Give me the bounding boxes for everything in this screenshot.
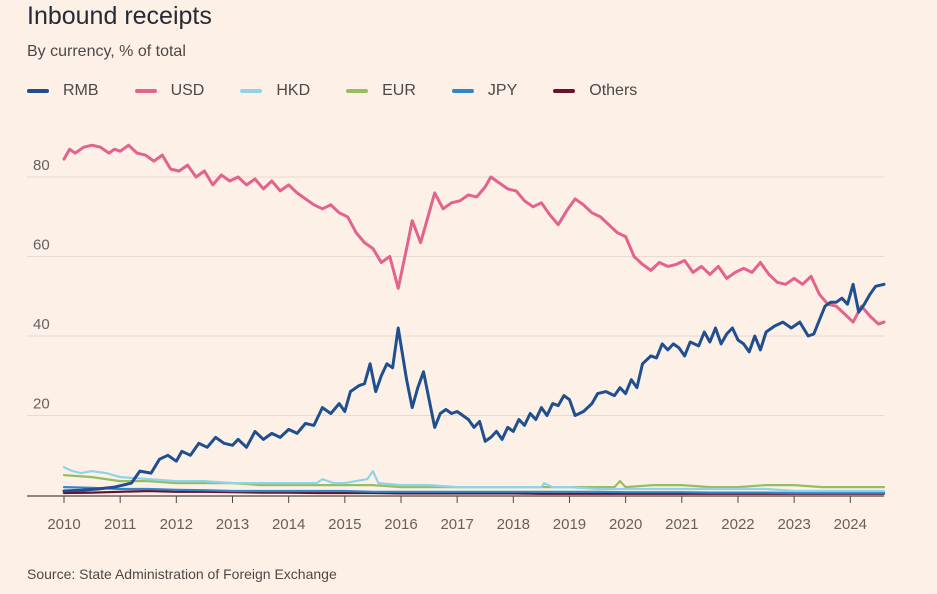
legend-swatch — [27, 89, 49, 93]
series-line-others — [62, 489, 886, 495]
legend-swatch — [553, 89, 576, 93]
legend-label: USD — [170, 82, 205, 99]
legend-label: Others — [589, 82, 638, 99]
x-tick-label: 2014 — [272, 516, 305, 533]
x-tick-label: 2013 — [216, 516, 249, 533]
legend-item-jpy: JPY — [451, 82, 518, 100]
x-tick-label: 2021 — [665, 516, 698, 533]
legend-item-others: Others — [553, 82, 637, 100]
legend-label: HKD — [276, 82, 311, 99]
x-tick-label: 2022 — [721, 516, 754, 533]
y-axis-labels: 20 40 60 80 — [33, 157, 50, 413]
chart-legend: RMB USD HKD EUR JPY Others — [27, 82, 673, 100]
series-line-hkd — [62, 466, 886, 493]
legend-label: RMB — [63, 82, 99, 99]
x-tick-label: 2010 — [47, 516, 80, 533]
legend-swatch — [240, 89, 263, 93]
x-tick-label: 2016 — [384, 516, 417, 533]
legend-label: EUR — [382, 82, 416, 99]
source-note: Source: State Administration of Foreign … — [27, 566, 337, 582]
y-tick-label: 20 — [33, 396, 50, 413]
gridlines — [27, 176, 884, 416]
series-line-usd — [62, 143, 886, 326]
chart-title: Inbound receipts — [27, 2, 212, 30]
x-tick-label: 2024 — [834, 516, 867, 533]
series-line-jpy — [62, 486, 886, 495]
x-tick-label: 2015 — [328, 516, 361, 533]
x-axis: 2010 2011 2012 2013 2014 2015 2016 2017 2018 2019… — [27, 495, 884, 533]
x-tick-label: 2019 — [553, 516, 586, 533]
y-tick-label: 60 — [33, 237, 50, 254]
legend-swatch — [346, 89, 369, 93]
legend-item-rmb: RMB — [27, 82, 99, 100]
y-tick-label: 40 — [33, 316, 50, 333]
x-tick-label: 2011 — [104, 516, 136, 533]
legend-item-eur: EUR — [346, 82, 416, 100]
series-lines — [62, 143, 886, 495]
x-tick-label: 2012 — [160, 516, 193, 533]
series-line-rmb — [62, 282, 886, 493]
legend-swatch — [451, 89, 474, 93]
y-tick-label: 80 — [33, 157, 50, 174]
x-tick-label: 2020 — [609, 516, 642, 533]
legend-item-usd: USD — [134, 82, 205, 100]
legend-swatch — [134, 89, 157, 93]
x-tick-label: 2017 — [440, 516, 473, 533]
x-tick-label: 2018 — [497, 516, 530, 533]
legend-label: JPY — [487, 82, 518, 99]
x-tick-label: 2023 — [777, 516, 810, 533]
chart-subtitle: By currency, % of total — [27, 43, 186, 60]
legend-item-hkd: HKD — [240, 82, 310, 100]
